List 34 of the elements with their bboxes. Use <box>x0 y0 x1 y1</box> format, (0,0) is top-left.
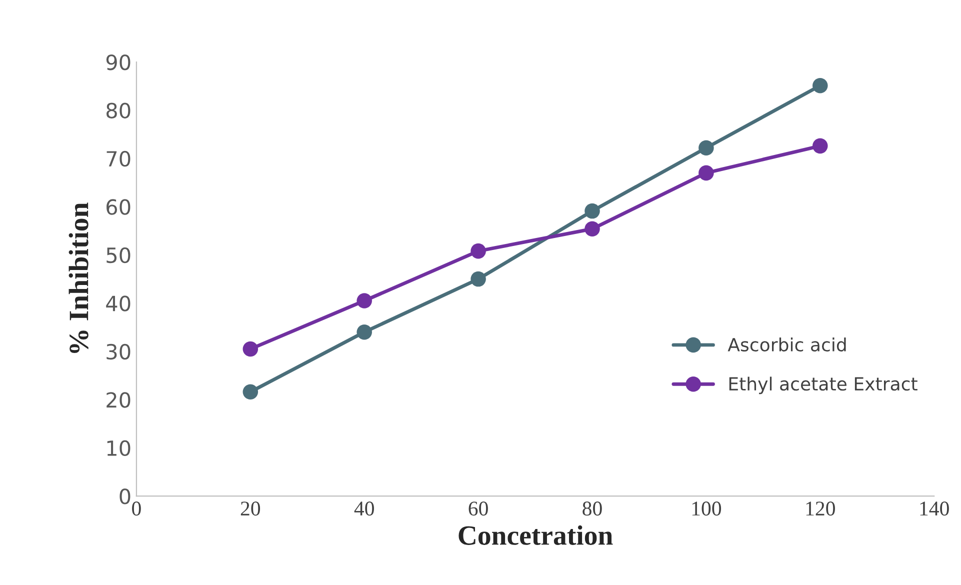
x-tick-label: 20 <box>240 502 260 516</box>
legend-label: Ascorbic acid <box>728 338 846 352</box>
legend-label: Ethyl acetate Extract <box>729 376 918 394</box>
y-tick-label: 90 <box>106 54 130 70</box>
y-tick-label: 70 <box>106 150 130 167</box>
point <box>812 78 828 94</box>
point <box>356 293 372 308</box>
point <box>812 138 828 154</box>
x-tick-label: 60 <box>468 502 488 516</box>
x-axis-title: Concetration <box>458 525 613 545</box>
y-tick-label: 60 <box>106 199 130 215</box>
point <box>356 324 372 340</box>
point <box>698 140 714 156</box>
x-tick-label: 0 <box>132 502 141 516</box>
point <box>470 271 486 287</box>
y-tick-label: 30 <box>106 344 130 360</box>
x-tick-label: 140 <box>920 502 949 516</box>
point <box>698 165 714 181</box>
x-tick-label: 100 <box>692 502 722 516</box>
y-tick-label: 10 <box>107 440 130 456</box>
point <box>470 243 486 259</box>
point <box>242 341 258 357</box>
point <box>584 221 600 237</box>
y-tick-label: 50 <box>106 247 130 264</box>
y-tick-label: 0 <box>120 488 130 504</box>
point <box>242 384 258 400</box>
y-tick-label: 80 <box>106 102 130 118</box>
y-tick-label: 40 <box>106 296 130 312</box>
y-axis-title: % Inhibition <box>68 202 88 354</box>
x-tick-label: 80 <box>582 502 602 516</box>
x-tick-label: 40 <box>354 502 374 516</box>
x-tick-label: 120 <box>806 502 835 516</box>
y-tick-label: 20 <box>106 392 130 408</box>
point <box>584 203 600 219</box>
